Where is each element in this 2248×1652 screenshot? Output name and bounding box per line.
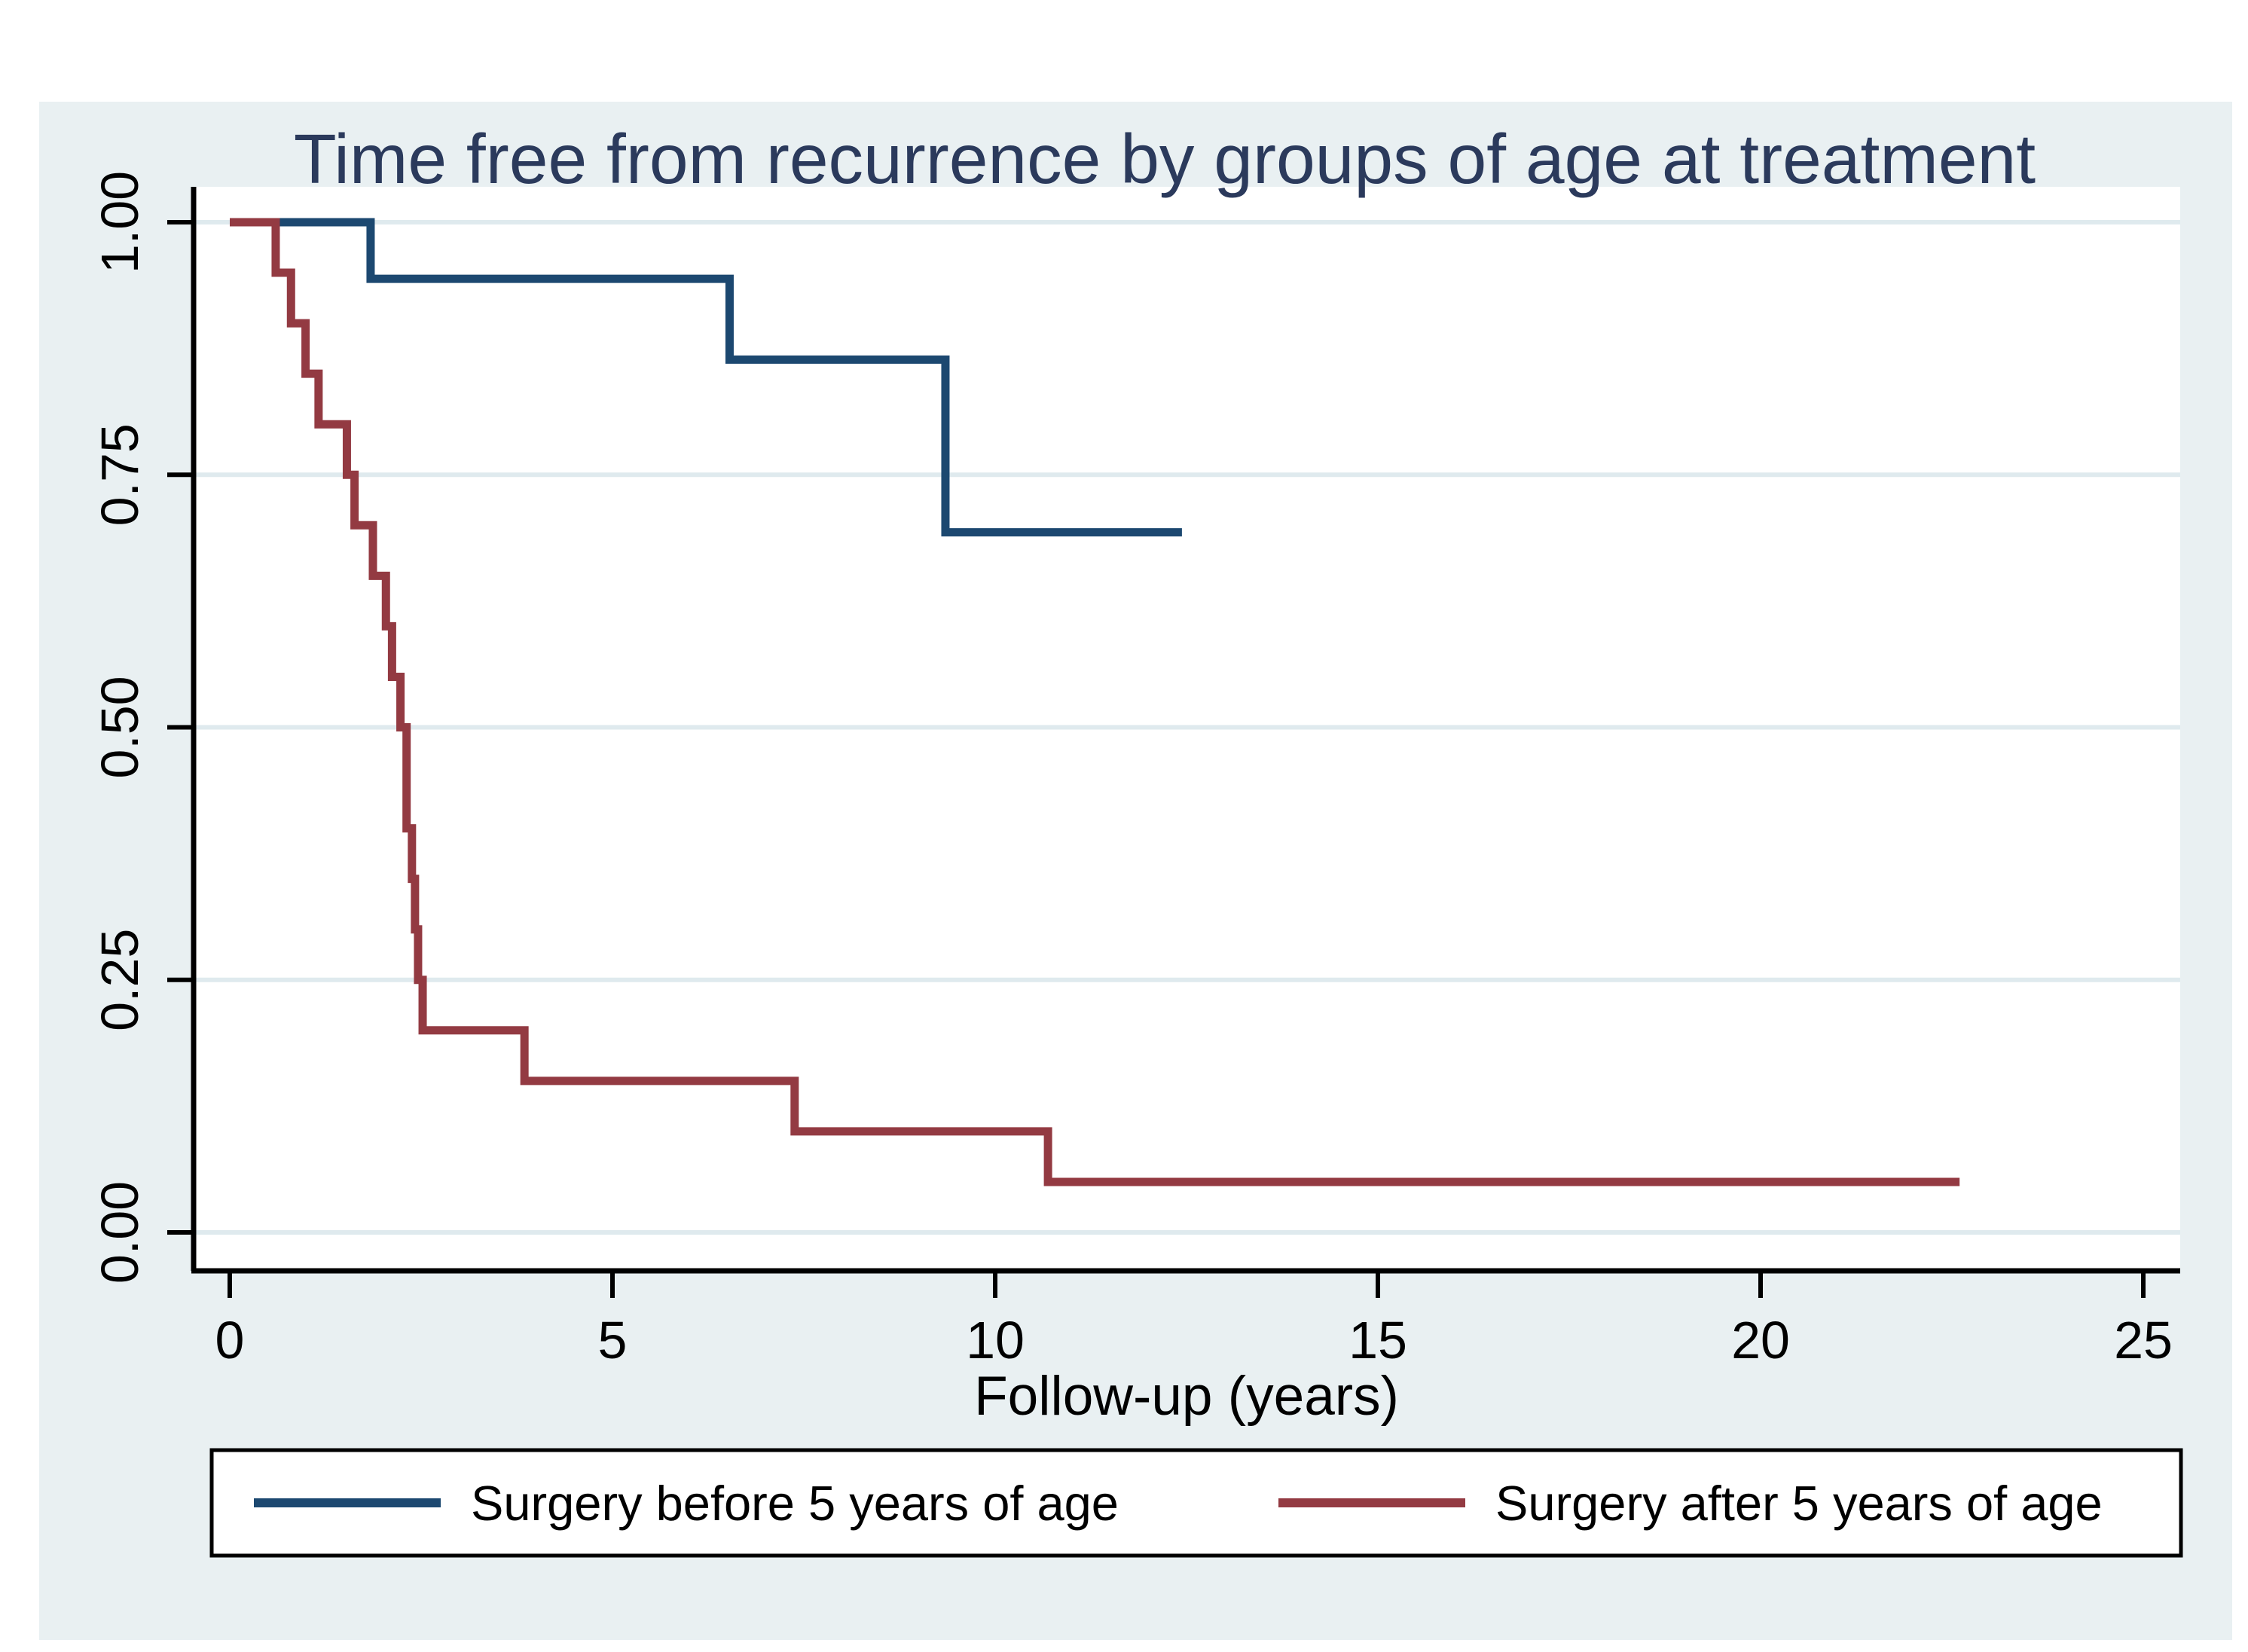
x-axis-title: Follow-up (years) <box>974 1366 1399 1427</box>
x-tick-marks <box>228 1271 2146 1298</box>
x-tick-label: 25 <box>2114 1311 2173 1370</box>
y-tick-label: 1.00 <box>90 171 149 273</box>
y-tick-marks <box>167 220 194 1235</box>
survival-curves <box>230 218 1960 1186</box>
y-tick-label: 0.25 <box>90 929 149 1031</box>
survival-curve-after5 <box>230 218 1960 1186</box>
legend-label-before5: Surgery before 5 years of age <box>471 1476 1119 1531</box>
y-tick-label: 0.75 <box>90 423 149 526</box>
x-tick-label: 10 <box>966 1311 1025 1370</box>
y-tick-label: 0.00 <box>90 1181 149 1284</box>
y-tick-labels: 0.00 0.25 0.50 0.75 1.00 <box>90 171 149 1284</box>
legend: Surgery before 5 years of age Surgery af… <box>209 1448 2183 1558</box>
x-tick-label: 20 <box>1731 1311 1790 1370</box>
gridlines <box>194 220 2180 1235</box>
legend-label-after5: Surgery after 5 years of age <box>1495 1476 2103 1531</box>
chart-title: Time free from recurrence by groups of a… <box>294 120 2036 198</box>
x-tick-label: 5 <box>598 1311 628 1370</box>
x-tick-labels: 0 5 10 15 20 25 <box>215 1311 2173 1370</box>
survival-curve-before5 <box>230 218 1182 537</box>
y-tick-label: 0.50 <box>90 676 149 778</box>
x-tick-label: 15 <box>1348 1311 1407 1370</box>
legend-box <box>209 1448 2183 1558</box>
x-tick-label: 0 <box>215 1311 245 1370</box>
